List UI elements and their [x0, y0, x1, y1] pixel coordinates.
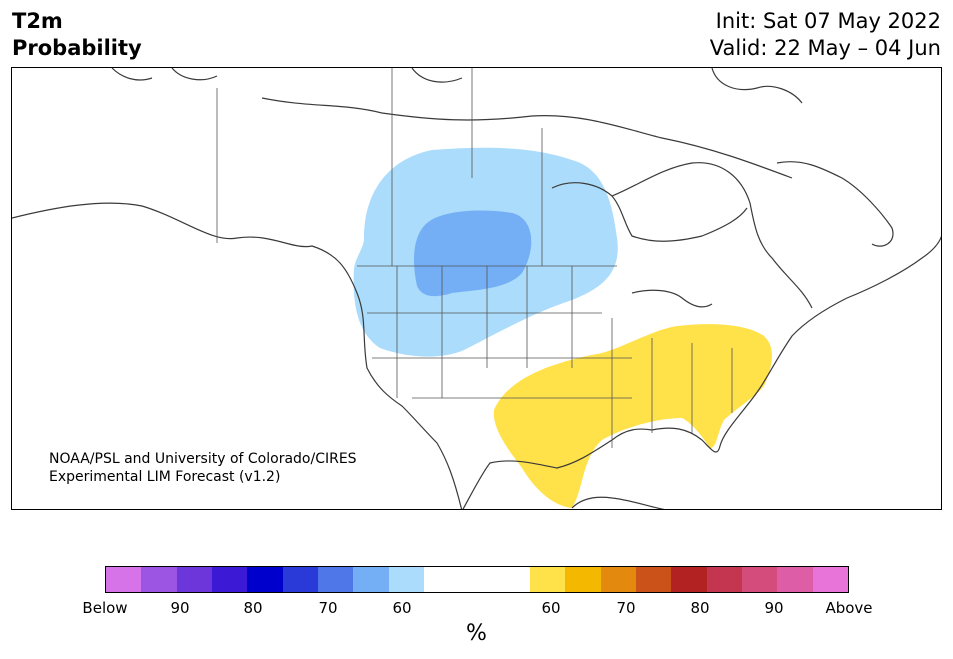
above-60-region — [493, 324, 772, 508]
colorbar-tick-label: Below — [82, 599, 128, 617]
colorbar — [105, 566, 849, 593]
colorbar-swatch — [671, 567, 707, 592]
colorbar-tick-label: 80 — [243, 599, 263, 617]
colorbar-tick-label: 70 — [616, 599, 636, 617]
colorbar-swatch — [494, 567, 530, 592]
colorbar-swatch — [565, 567, 601, 592]
colorbar-tick-label: Above — [825, 599, 873, 617]
colorbar-tick-label: 60 — [541, 599, 561, 617]
title-line-1: T2m — [12, 9, 63, 33]
colorbar-swatch — [423, 567, 460, 592]
colorbar-swatch — [317, 567, 354, 592]
init-date: Init: Sat 07 May 2022 — [715, 9, 941, 33]
colorbar-swatch — [353, 567, 389, 592]
coastlines — [12, 68, 941, 509]
colorbar-swatch — [247, 567, 283, 592]
map-title: T2m Probability — [12, 8, 142, 62]
colorbar-swatch — [741, 567, 778, 592]
political-borders — [216, 68, 733, 448]
colorbar-unit: % — [466, 621, 487, 646]
colorbar-swatch — [529, 567, 566, 592]
below-70-region — [414, 210, 532, 297]
colorbar-swatch — [282, 567, 318, 592]
credit-line-2: Experimental LIM Forecast (v1.2) — [49, 469, 281, 485]
valid-range: Valid: 22 May – 04 Jun — [709, 36, 941, 60]
colorbar-swatch — [176, 567, 212, 592]
colorbar-tick-label: 70 — [318, 599, 338, 617]
colorbar-swatch — [600, 567, 636, 592]
colorbar-tick-label: 80 — [690, 599, 710, 617]
forecast-dates: Init: Sat 07 May 2022 Valid: 22 May – 04… — [710, 8, 941, 62]
colorbar-swatch — [706, 567, 742, 592]
colorbar-tick-label: 60 — [392, 599, 412, 617]
colorbar-swatch — [388, 567, 424, 592]
map-canvas — [12, 68, 941, 509]
colorbar-tick-label: 90 — [764, 599, 784, 617]
colorbar-swatch — [211, 567, 248, 592]
forecast-map — [11, 67, 942, 510]
colorbar-swatch — [141, 567, 177, 592]
credit-line-1: NOAA/PSL and University of Colorado/CIRE… — [49, 451, 357, 467]
credit-text: NOAA/PSL and University of Colorado/CIRE… — [49, 450, 357, 486]
colorbar-tick-label: 90 — [170, 599, 190, 617]
title-line-2: Probability — [12, 36, 142, 60]
colorbar-swatch — [459, 567, 495, 592]
colorbar-ticks: Below 90 80 70 60 60 70 80 90 Above — [82, 599, 872, 619]
colorbar-swatch — [777, 567, 813, 592]
colorbar-swatch — [635, 567, 672, 592]
colorbar-swatch — [106, 567, 142, 592]
colorbar-swatch — [812, 567, 848, 592]
